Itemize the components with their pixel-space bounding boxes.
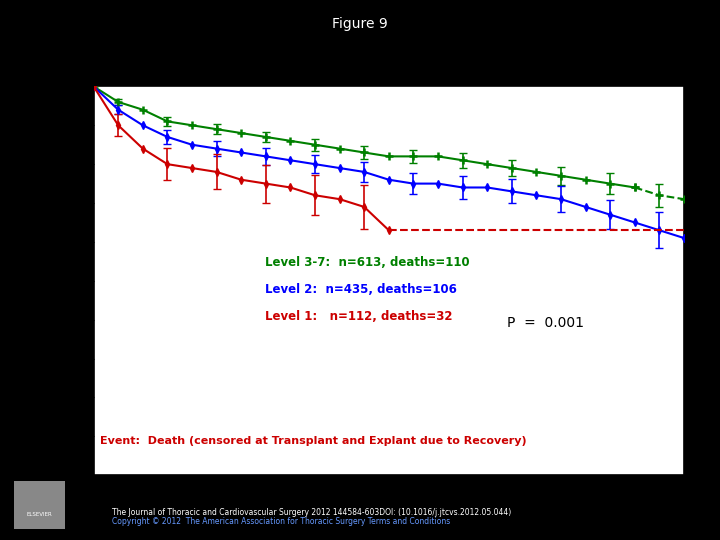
Title: Continuous Flow LVAD* Destination Therapy, n=1160: Continuous Flow LVAD* Destination Therap… [181,69,596,83]
Text: The Journal of Thoracic and Cardiovascular Surgery 2012 144584-603DOI: (10.1016/: The Journal of Thoracic and Cardiovascul… [112,508,511,517]
Text: Level 2:  n=435, deaths=106: Level 2: n=435, deaths=106 [265,283,456,296]
Text: Level 1:   n=112, deaths=32: Level 1: n=112, deaths=32 [265,310,452,323]
Text: Level 3-7:  n=613, deaths=110: Level 3-7: n=613, deaths=110 [265,255,469,268]
Text: P  =  0.001: P = 0.001 [507,316,584,330]
Text: Event:  Death (censored at Transplant and Explant due to Recovery): Event: Death (censored at Transplant and… [99,436,526,447]
X-axis label: Months Post Implant: Months Post Implant [318,504,459,518]
Text: Figure 9: Figure 9 [332,17,388,31]
Text: Copyright © 2012  The American Association for Thoracic Surgery Terms and Condit: Copyright © 2012 The American Associatio… [112,517,450,526]
Text: ELSEVIER: ELSEVIER [27,512,53,517]
Y-axis label: % Survival: % Survival [42,244,57,318]
